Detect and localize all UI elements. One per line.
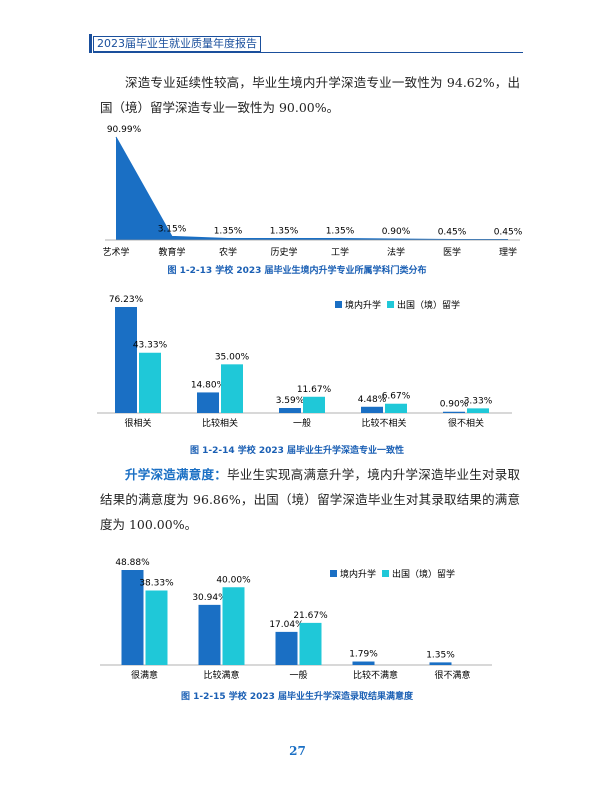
x-tick-label: 很相关 [124, 417, 151, 429]
data-label: 0.45% [494, 227, 523, 237]
x-tick-label: 一般 [289, 669, 307, 681]
legend-swatch [382, 570, 390, 577]
data-label: 1.35% [270, 226, 299, 236]
data-label: 4.48% [358, 395, 387, 405]
bar [197, 392, 219, 413]
x-tick-label: 比较不相关 [361, 417, 406, 429]
bar [443, 411, 465, 413]
bar [279, 408, 301, 413]
x-tick-label: 一般 [293, 417, 311, 429]
x-tick-label: 比较相关 [202, 417, 238, 429]
data-label: 90.99% [107, 125, 142, 135]
bar [121, 570, 144, 665]
legend-swatch [387, 301, 395, 308]
data-label: 11.67% [297, 385, 332, 395]
paragraph-lead: 升学深造满意度： [125, 467, 227, 482]
data-label: 30.94% [192, 593, 227, 603]
legend-label: 出国（境）留学 [397, 299, 460, 311]
data-label: 3.15% [158, 224, 187, 234]
bar [198, 604, 221, 665]
data-label: 1.35% [426, 650, 455, 660]
x-tick-label: 工学 [331, 246, 349, 258]
bar [352, 661, 375, 665]
data-label: 17.04% [269, 620, 304, 630]
x-tick-label: 比较满意 [203, 669, 239, 681]
bar [115, 307, 137, 413]
x-tick-label: 理学 [499, 246, 517, 258]
data-label: 3.59% [276, 396, 305, 406]
bar [275, 631, 298, 665]
bar [145, 590, 168, 665]
legend-label: 境内升学 [345, 299, 381, 311]
legend-label: 境内升学 [340, 568, 376, 580]
legend-swatch [330, 570, 337, 577]
data-label: 3.33% [464, 396, 493, 406]
x-tick-label: 医学 [443, 246, 461, 258]
data-label: 6.67% [382, 392, 411, 402]
area-line [115, 136, 508, 240]
header-bar [89, 34, 92, 53]
bar [299, 622, 322, 665]
chart-caption: 图 1-2-15 学校 2023 届毕业生升学深造录取结果满意度 [181, 690, 414, 702]
x-tick-label: 很满意 [131, 669, 158, 681]
page-number: 27 [289, 744, 306, 758]
x-tick-label: 艺术学 [102, 246, 129, 258]
x-tick-label: 很不相关 [448, 417, 484, 429]
data-label: 0.90% [440, 400, 469, 410]
paragraph: 深造专业延续性较高，毕业生境内升学深造专业一致性为 94.62%，出国（境）留学… [100, 75, 520, 115]
header-line [93, 52, 523, 53]
data-label: 35.00% [215, 352, 250, 362]
x-tick-label: 农学 [219, 246, 237, 258]
data-label: 48.88% [115, 558, 150, 568]
paragraph: 升学深造满意度：毕业生实现高满意升学，境内升学深造毕业生对录取结果的满意度为 9… [100, 462, 520, 537]
legend-label: 出国（境）留学 [392, 568, 455, 580]
x-tick-label: 教育学 [158, 246, 185, 258]
chart-caption: 图 1-2-14 学校 2023 届毕业生升学深造专业一致性 [190, 444, 404, 456]
data-label: 76.23% [109, 295, 144, 305]
data-label: 38.33% [139, 579, 174, 589]
x-tick-label: 很不满意 [434, 669, 470, 681]
bar [221, 364, 243, 413]
data-label: 1.79% [349, 650, 378, 660]
bar [222, 587, 245, 665]
data-label: 14.80% [191, 380, 226, 390]
data-label: 0.45% [438, 227, 467, 237]
data-label: 43.33% [133, 341, 168, 351]
data-label: 21.67% [293, 611, 328, 621]
bar [467, 408, 489, 413]
data-label: 1.35% [214, 226, 243, 236]
chart-caption: 图 1-2-13 学校 2023 届毕业生境内升学专业所属学科门类分布 [167, 264, 426, 276]
area [116, 137, 508, 240]
bar [385, 403, 407, 413]
paragraph-text: 毕业生实现高满意升学，境内升学深造毕业生对录取结果的满意度为 96.86%，出国… [100, 467, 520, 532]
bar [429, 662, 452, 665]
legend-swatch [335, 301, 342, 308]
data-label: 40.00% [216, 575, 251, 585]
header-title: 2023届毕业生就业质量年度报告 [93, 36, 261, 52]
x-tick-label: 法学 [387, 246, 405, 258]
data-label: 1.35% [326, 226, 355, 236]
bar [303, 396, 325, 413]
bar [361, 406, 383, 413]
bar [139, 352, 161, 413]
x-tick-label: 比较不满意 [353, 669, 398, 681]
data-label: 0.90% [382, 227, 411, 237]
x-tick-label: 历史学 [270, 246, 297, 258]
